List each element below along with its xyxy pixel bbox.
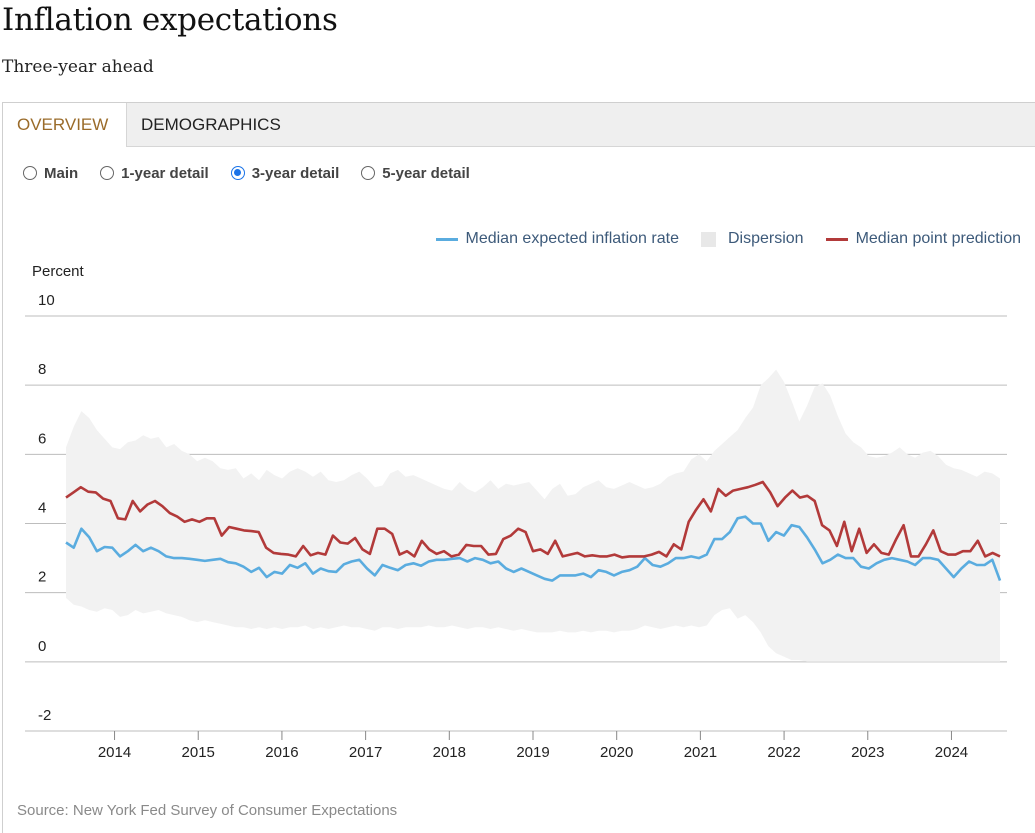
radio-5-year-detail[interactable]: 5-year detail <box>361 165 470 182</box>
radio-1-year-detail-label[interactable]: 1-year detail <box>121 164 209 182</box>
x-tick-label-2020: 2020 <box>600 744 633 761</box>
chart-legend: Median expected inflation rate Dispersio… <box>414 230 1021 248</box>
radio-3-year-detail-circle[interactable] <box>230 166 245 180</box>
dispersion-band <box>66 369 1000 662</box>
legend-dispersion[interactable]: Dispersion <box>700 230 804 248</box>
radio-5-year-detail-circle[interactable] <box>361 166 376 180</box>
tab-bar: OVERVIEW DEMOGRAPHICS <box>3 103 1035 147</box>
series-line-point-prediction <box>65 480 1001 559</box>
x-tick-label-2022: 2022 <box>767 744 800 761</box>
page-subtitle: Three-year ahead <box>2 57 154 77</box>
source-note: Source: New York Fed Survey of Consumer … <box>17 802 398 819</box>
tab-demographics[interactable]: DEMOGRAPHICS <box>141 115 281 134</box>
radio-1-year-detail[interactable]: 1-year detail <box>100 165 209 182</box>
x-tick-label-2019: 2019 <box>516 744 549 761</box>
legend-point-prediction[interactable]: Median point prediction <box>825 230 1021 248</box>
y-tick-label--2: -2 <box>38 707 51 724</box>
x-tick-label-2023: 2023 <box>851 744 884 761</box>
tab-overview[interactable]: OVERVIEW <box>3 103 127 147</box>
radio-main[interactable]: Main <box>23 165 78 182</box>
detail-radio-group: Main 1-year detail 3-year detail 5-year … <box>23 163 492 183</box>
x-tick-label-2016: 2016 <box>265 744 298 761</box>
y-tick-label-10: 10 <box>38 292 55 309</box>
radio-main-label[interactable]: Main <box>44 164 79 182</box>
y-axis-label: Percent <box>32 263 85 280</box>
x-tick-label-2021: 2021 <box>684 744 717 761</box>
x-tick-label-2014: 2014 <box>98 744 131 761</box>
legend-dispersion-label: Dispersion <box>727 230 804 247</box>
legend-median-rate-swatch <box>435 237 458 241</box>
legend-dispersion-swatch <box>700 231 716 247</box>
legend-point-prediction-label: Median point prediction <box>855 230 1021 247</box>
y-tick-label-8: 8 <box>38 361 46 378</box>
page-title: Inflation expectations <box>2 2 338 38</box>
radio-3-year-detail[interactable]: 3-year detail <box>230 164 340 182</box>
y-tick-label-2: 2 <box>38 569 46 586</box>
radio-main-circle[interactable] <box>23 166 37 180</box>
radio-5-year-detail-label[interactable]: 5-year detail <box>382 164 470 182</box>
series-line-median-rate <box>65 515 1002 582</box>
legend-median-rate[interactable]: Median expected inflation rate <box>435 230 679 248</box>
x-tick-label-2018: 2018 <box>433 744 466 761</box>
legend-median-rate-label: Median expected inflation rate <box>465 230 679 247</box>
radio-1-year-detail-circle[interactable] <box>100 166 115 180</box>
y-tick-label-4: 4 <box>38 500 46 517</box>
x-tick-label-2024: 2024 <box>935 744 968 761</box>
x-tick-label-2015: 2015 <box>182 744 215 761</box>
radio-3-year-detail-label[interactable]: 3-year detail <box>251 164 340 182</box>
y-tick-label-6: 6 <box>38 430 46 447</box>
legend-point-prediction-swatch <box>825 237 848 241</box>
y-tick-label-0: 0 <box>38 638 46 655</box>
x-tick-label-2017: 2017 <box>349 744 382 761</box>
